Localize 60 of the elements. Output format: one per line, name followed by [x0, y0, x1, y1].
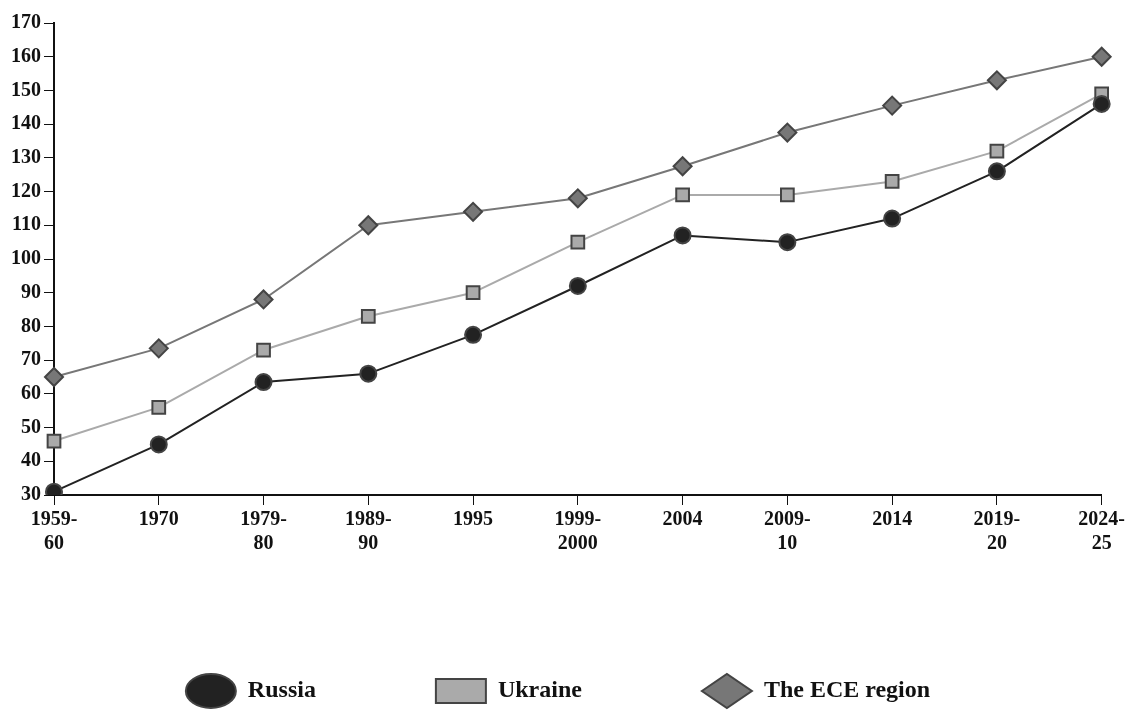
point: [570, 234, 586, 250]
y-tick-label: 140: [11, 111, 41, 134]
point: [359, 364, 378, 383]
point: [256, 342, 271, 358]
point: [1091, 46, 1112, 67]
point: [986, 70, 1007, 91]
point: [778, 233, 797, 252]
point: [465, 285, 481, 301]
x-tick-label: 1989-90: [344, 507, 392, 554]
x-tick-label: 2024-25: [1078, 507, 1126, 554]
point: [675, 187, 690, 203]
y-tick-label: 40: [21, 448, 41, 471]
y-tick-label: 70: [21, 347, 41, 370]
x-tick-label: 1970: [138, 507, 179, 530]
x-tick-label: 1959-60: [30, 507, 78, 554]
point: [882, 95, 903, 116]
legend-label: Russia: [247, 676, 316, 703]
point: [360, 308, 376, 324]
y-tick-label: 150: [11, 77, 41, 100]
point: [883, 209, 902, 228]
point: [151, 399, 167, 415]
legend-label: Ukraine: [497, 676, 583, 703]
point: [884, 174, 900, 189]
point: [672, 156, 693, 177]
point: [358, 215, 379, 236]
point: [44, 367, 64, 387]
point: [989, 143, 1005, 159]
y-tick-label: 80: [21, 313, 41, 336]
y-tick-label: 160: [11, 43, 41, 66]
y-tick-label: 50: [21, 414, 41, 437]
point: [254, 373, 273, 392]
point: [1092, 94, 1111, 113]
point: [464, 325, 483, 344]
x-tick-label: 2004: [662, 507, 703, 530]
point: [987, 162, 1006, 181]
y-tick-label: 110: [12, 212, 41, 235]
point: [780, 187, 795, 203]
y-tick-label: 60: [21, 381, 41, 404]
x-tick-label: 2019-20: [973, 507, 1021, 554]
y-tick-label: 100: [11, 246, 41, 269]
point: [46, 433, 62, 449]
x-tick-label: 2014: [872, 507, 913, 530]
y-tick-label: 130: [11, 145, 41, 168]
y-tick-label: 90: [21, 279, 41, 302]
x-tick-label: 2009-10: [764, 507, 811, 554]
y-tick-label: 30: [21, 482, 41, 505]
point: [568, 276, 587, 295]
point: [567, 188, 588, 209]
y-tick-label: 120: [11, 178, 41, 201]
x-tick-label: 1995: [453, 507, 494, 530]
point: [673, 226, 692, 245]
x-tick-label: 1979-80: [240, 507, 287, 554]
legend-label: The ECE region: [763, 676, 931, 703]
point: [253, 289, 274, 310]
point: [463, 201, 484, 222]
y-tick-label: 170: [11, 10, 41, 33]
point: [149, 435, 168, 454]
point: [777, 122, 798, 143]
x-tick-label: 1999-2000: [554, 507, 602, 554]
point: [148, 338, 169, 359]
